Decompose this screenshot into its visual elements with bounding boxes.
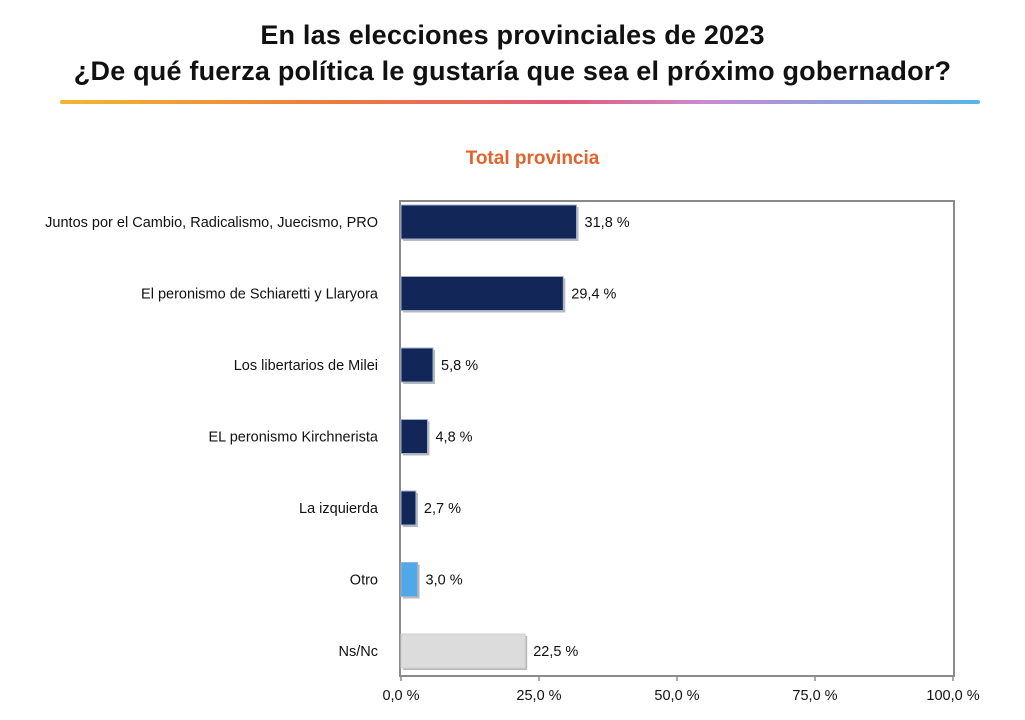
gradient-divider: [60, 100, 980, 104]
chart-title-line-1: En las elecciones provinciales de 2023: [260, 20, 765, 50]
x-axis-ticks: 0,0 % 25,0 % 50,0 % 75,0 % 100,0 %: [382, 676, 980, 704]
category-label: Los libertarios de Milei: [234, 358, 378, 374]
bar: [400, 633, 526, 669]
bar: [400, 419, 428, 454]
chart-subtitle: Total provincia: [465, 148, 600, 169]
x-tick-label: 50,0 %: [654, 688, 699, 704]
value-label: 3,0 %: [426, 573, 463, 589]
x-tick-label: 75,0 %: [792, 688, 837, 704]
plot-area-frame: [399, 200, 955, 677]
bars-group: Juntos por el Cambio, Radicalismo, Jueci…: [45, 204, 630, 670]
bar: [400, 490, 417, 526]
category-label: Ns/Nc: [339, 644, 378, 660]
value-label: 2,7 %: [424, 501, 461, 517]
value-label: 29,4 %: [571, 287, 616, 303]
category-label: El peronismo de Schiaretti y Llaryora: [141, 287, 379, 303]
bar: [400, 276, 564, 311]
category-label: Otro: [350, 573, 378, 589]
bar: [400, 562, 419, 597]
bar: [400, 347, 434, 383]
bar: [400, 204, 578, 240]
x-tick-label: 100,0 %: [926, 688, 979, 704]
x-tick-label: 0,0 %: [382, 688, 419, 704]
category-label: EL peronismo Kirchnerista: [208, 430, 378, 446]
value-label: 5,8 %: [441, 358, 478, 374]
x-tick-label: 25,0 %: [516, 688, 561, 704]
value-label: 4,8 %: [435, 430, 472, 446]
category-label: La izquierda: [299, 501, 379, 517]
value-label: 31,8 %: [585, 215, 630, 231]
category-label: Juntos por el Cambio, Radicalismo, Jueci…: [45, 215, 378, 231]
chart-title-line-2: ¿De qué fuerza política le gustaría que …: [73, 56, 952, 86]
value-label: 22,5 %: [533, 644, 578, 660]
